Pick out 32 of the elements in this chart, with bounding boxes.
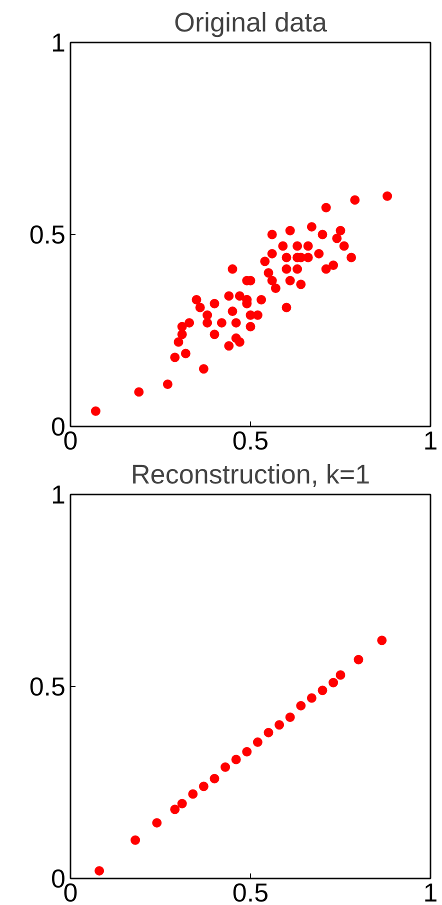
x-tick-label: 0.5 — [232, 426, 269, 456]
x-tick-label: 0.5 — [232, 878, 269, 905]
point — [318, 686, 328, 696]
y-tick-label: 1 — [51, 28, 66, 58]
point — [188, 789, 198, 799]
point — [354, 654, 364, 664]
chart-title: Reconstruction, k=1 — [130, 460, 370, 490]
point — [130, 835, 140, 845]
point — [242, 747, 252, 757]
point — [177, 798, 187, 808]
point — [336, 670, 346, 680]
point — [274, 720, 284, 730]
point — [306, 693, 316, 703]
point — [285, 712, 295, 722]
point — [152, 818, 162, 828]
point — [198, 782, 208, 792]
point — [220, 762, 230, 772]
point — [377, 636, 387, 646]
y-tick-label: 0.5 — [29, 672, 66, 702]
point — [210, 774, 220, 784]
y-tick-label: 1 — [51, 480, 66, 510]
chart-title: Original data — [174, 8, 328, 38]
point — [328, 678, 338, 688]
point — [296, 700, 306, 710]
point — [264, 728, 274, 738]
x-tick-label: 1 — [423, 426, 438, 456]
point — [231, 754, 241, 764]
point — [170, 804, 180, 814]
point — [252, 737, 262, 747]
x-tick-label: 1 — [423, 878, 438, 905]
point — [94, 866, 104, 876]
y-tick-label: 0.5 — [29, 220, 66, 250]
